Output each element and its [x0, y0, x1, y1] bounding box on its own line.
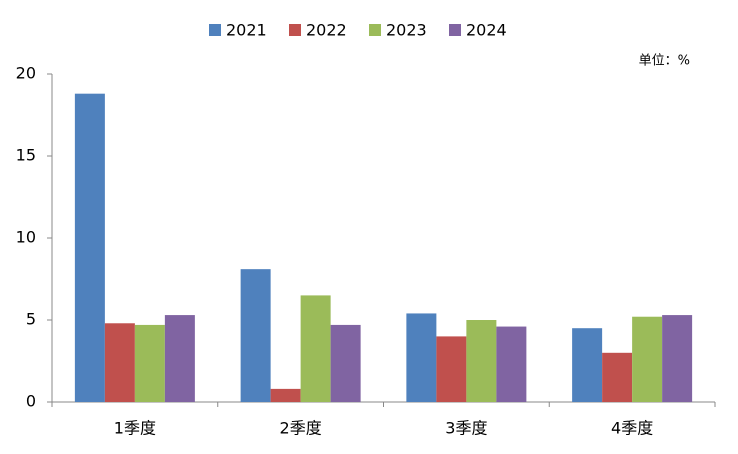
y-tick-label: 15: [16, 146, 36, 165]
bar: [330, 324, 361, 402]
bar: [572, 328, 603, 402]
x-tick-label: 3季度: [445, 419, 487, 438]
legend-label: 2024: [466, 21, 507, 40]
bar: [496, 326, 527, 402]
bar: [300, 295, 331, 402]
x-tick-label: 4季度: [611, 419, 653, 438]
bar: [134, 324, 165, 402]
legend-label: 2023: [386, 21, 427, 40]
bar: [406, 313, 437, 402]
x-tick-label: 1季度: [114, 419, 156, 438]
unit-label: 单位：%: [639, 54, 690, 69]
legend-swatch: [289, 24, 301, 36]
bar: [632, 316, 663, 402]
y-tick-label: 10: [16, 228, 36, 247]
legend-swatch: [449, 24, 461, 36]
bar: [164, 315, 195, 402]
bar: [74, 93, 105, 403]
y-tick-label: 5: [26, 310, 36, 329]
x-tick-label: 2季度: [280, 419, 322, 438]
bar: [104, 323, 135, 402]
legend-swatch: [209, 24, 221, 36]
legend-label: 2022: [306, 21, 347, 40]
bar: [240, 269, 271, 402]
bar: [436, 336, 467, 402]
legend-swatch: [369, 24, 381, 36]
y-tick-label: 0: [26, 392, 36, 411]
bar: [662, 315, 693, 402]
y-tick-label: 20: [16, 64, 36, 83]
bar: [602, 352, 633, 402]
bar: [270, 388, 301, 402]
legend-label: 2021: [226, 21, 267, 40]
bar: [466, 320, 497, 402]
